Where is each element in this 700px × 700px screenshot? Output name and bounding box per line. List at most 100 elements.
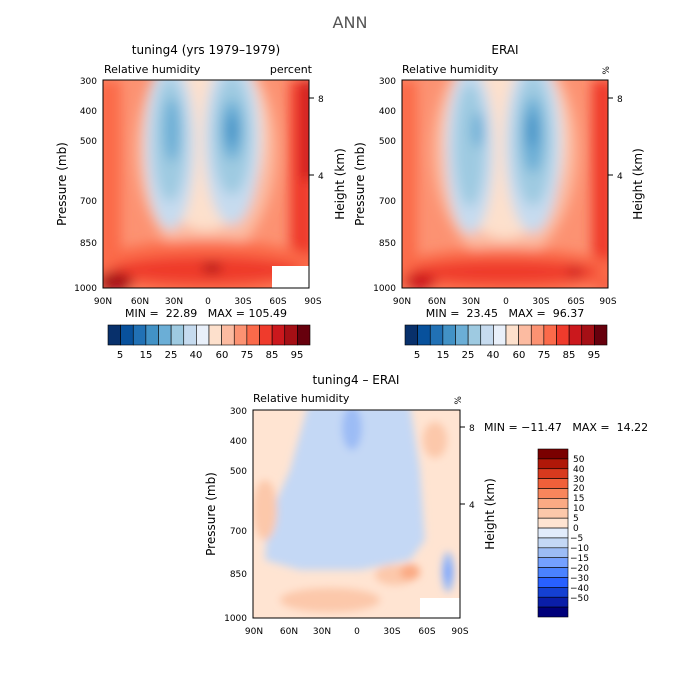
panel2-x-ticks: 90N 60N 30N 0 30S 60S 90S [393,297,617,307]
panel3-field [253,410,460,618]
panel3-cb-label-neg20: −20 [570,564,589,574]
panel3-cb-label-30: 30 [573,475,585,485]
panel1-y2tick-4: 4 [318,172,324,182]
panel2-colorbar-swatch [455,324,469,346]
panel3-colorbar [537,448,569,618]
panel3-cb-label-neg50: −50 [570,594,589,604]
panel2-xtick-0: 0 [503,297,509,307]
panel3-colorbar-swatch [537,517,569,529]
panel1-cb-label-15: 15 [140,350,153,361]
panel2-title: ERAI [491,43,518,57]
panel2-colorbar-swatch [404,324,418,346]
panel2-colorbar-swatch [429,324,444,346]
panel1-colorbar-swatch [246,324,260,346]
panel3-left-subtitle: Relative humidity [253,392,350,405]
panel2-cb-label-5: 5 [414,350,420,361]
panel1-colorbar-swatch [297,324,311,346]
panel3-ytick-400: 400 [230,437,247,447]
panel1-colorbar-swatch [132,324,147,346]
panel2-cb-label-25: 25 [462,350,475,361]
panel3-ytick-850: 850 [230,570,247,580]
panel2-y2tick-8: 8 [617,95,623,105]
panel2-colorbar-swatch [568,324,583,346]
panel3-colorbar-swatch [537,527,569,539]
panel3-cb-label-neg10: −10 [570,544,589,554]
panel3-colorbar-swatch [537,458,569,470]
panel3-title: tuning4 – ERAI [313,373,400,387]
panel1-cb-label-95: 95 [291,350,304,361]
panel1-y2tick-8: 8 [318,95,324,105]
panel-tuning4: tuning4 (yrs 1979–1979) Relative humidit… [55,43,347,361]
panel2-xtick-90n: 90N [393,297,411,307]
panel3-cb-label-neg5: −5 [570,534,583,544]
panel1-colorbar-swatch [145,324,159,346]
panel3-colorbar-swatch [537,537,569,549]
panel1-xtick-90s: 90S [304,297,321,307]
panel1-colorbar-swatch [271,324,286,346]
panel1-xtick-0: 0 [205,297,211,307]
panel3-colorbar-swatch [537,448,569,460]
panel2-xtick-30n: 30N [462,297,480,307]
panel3-cb-label-0: 0 [573,524,579,534]
panel3-colorbar-swatch [537,596,569,608]
panel1-colorbar [107,324,311,346]
panel1-colorbar-swatch [221,324,235,346]
panel2-ytick-1000: 1000 [373,284,396,294]
panel3-y-ticks: 300 400 500 700 850 1000 [224,407,247,624]
panel-difference: tuning4 – ERAI Relative humidity % 300 4… [204,373,648,637]
panel3-colorbar-swatch [537,577,569,588]
panel3-colorbar-swatch [537,488,569,499]
panel1-y2label: Height (km) [333,148,347,219]
panel3-colorbar-swatch [537,507,569,519]
panel3-cb-label-15: 15 [573,494,584,504]
panel3-stats: MIN = −11.47 MAX = 14.22 [484,421,648,434]
panel3-ylabel: Pressure (mb) [204,472,218,556]
panel1-field [103,80,309,288]
panel1-colorbar-swatch [208,324,222,346]
panel2-cb-label-75: 75 [538,350,551,361]
panel2-colorbar-swatch [556,324,570,346]
panel2-ytick-700: 700 [379,197,396,207]
panel3-ytick-700: 700 [230,527,247,537]
panel2-ytick-300: 300 [379,77,396,87]
panel1-xtick-90n: 90N [94,297,112,307]
panel1-stats: MIN = 22.89 MAX = 105.49 [125,307,287,320]
panel2-ytick-850: 850 [379,239,396,249]
panel2-cb-label-60: 60 [513,350,526,361]
panel1-colorbar-swatch [107,324,121,346]
panel3-xtick-60s: 60S [418,627,435,637]
panel-erai: ERAI Relative humidity % [353,43,645,361]
panel1-right-subtitle: percent [270,63,313,76]
panel2-colorbar-labels: 5 15 25 40 60 75 85 95 [414,350,601,361]
panel1-ytick-500: 500 [80,137,97,147]
panel3-colorbar-swatch [537,547,569,559]
panel1-y-ticks: 300 400 500 700 850 1000 [74,77,97,294]
panel1-x-ticks: 90N 60N 30N 0 30S 60S 90S [94,297,322,307]
panel1-colorbar-swatch [158,324,172,346]
panel2-ylabel: Pressure (mb) [353,142,367,226]
panel1-colorbar-swatch [259,324,273,346]
panel1-colorbar-swatch [284,324,298,346]
panel3-xtick-0: 0 [354,627,360,637]
panel2-y2label: Height (km) [631,148,645,219]
panel1-cb-label-75: 75 [241,350,254,361]
panel2-left-subtitle: Relative humidity [402,63,499,76]
panel1-cb-label-60: 60 [216,350,229,361]
panel2-xtick-90s: 90S [599,297,616,307]
panel1-colorbar-swatch [183,324,197,346]
panel2-colorbar-swatch [467,324,482,346]
panel3-cb-label-neg40: −40 [570,584,589,594]
panel3-xtick-90n: 90N [245,627,263,637]
panel3-ytick-1000: 1000 [224,614,247,624]
panel3-colorbar-swatch [537,587,569,598]
panel3-frame [252,409,461,619]
panel1-xtick-60s: 60S [269,297,286,307]
panel3-right-subtitle: % [454,396,464,405]
panel2-colorbar-swatch [480,324,494,346]
panel2-cb-label-15: 15 [437,350,450,361]
panel2-xtick-60s: 60S [567,297,584,307]
panel3-colorbar-swatch [537,567,569,578]
panel2-colorbar-swatch [594,324,608,346]
panel2-stats: MIN = 23.45 MAX = 96.37 [426,307,584,320]
